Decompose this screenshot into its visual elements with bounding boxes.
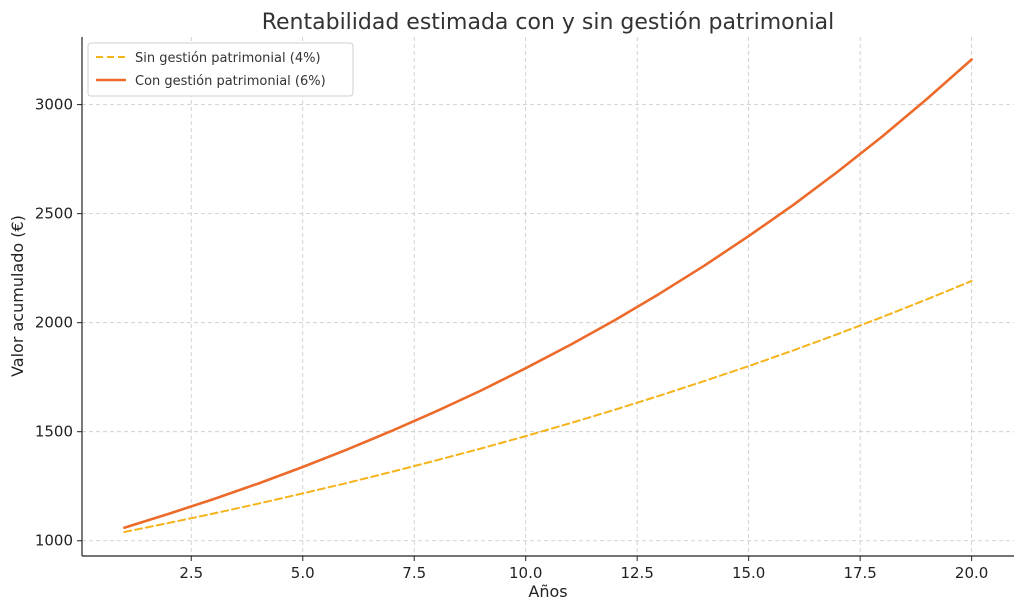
grid	[82, 37, 1014, 556]
x-tick-label: 12.5	[620, 564, 653, 582]
x-tick-label: 20.0	[955, 564, 988, 582]
y-tick-label: 2500	[35, 205, 73, 223]
x-tick-label: 10.0	[509, 564, 542, 582]
y-axis-title: Valor acumulado (€)	[8, 215, 27, 377]
legend-box	[87, 42, 354, 97]
series-line-0	[123, 280, 973, 533]
x-tick-label: 7.5	[402, 564, 426, 582]
x-axis-title: Años	[528, 582, 567, 601]
ticks: 2.5 5.0 7.5 10.0 12.5 15.0 17.5 20.0 1000 1500 200…	[35, 96, 989, 582]
series-line-1	[123, 58, 973, 530]
x-tick-label: 17.5	[843, 564, 876, 582]
x-tick-label: 2.5	[179, 564, 203, 582]
y-tick-label: 1500	[35, 423, 73, 441]
chart-title: Rentabilidad estimada con y sin gestión …	[262, 10, 835, 35]
y-tick-label: 3000	[35, 96, 73, 114]
x-tick-label: 15.0	[732, 564, 765, 582]
legend-label-con: Con gestión patrimonial (6%)	[135, 74, 326, 89]
legend: Sin gestión patrimonial (4%) Con gestión…	[87, 42, 354, 97]
y-tick-label: 2000	[35, 314, 73, 332]
x-tick-label: 5.0	[291, 564, 315, 582]
legend-label-sin: Sin gestión patrimonial (4%)	[135, 51, 321, 66]
axes	[81, 37, 1014, 557]
y-tick-label: 1000	[35, 532, 73, 550]
series	[123, 58, 973, 533]
